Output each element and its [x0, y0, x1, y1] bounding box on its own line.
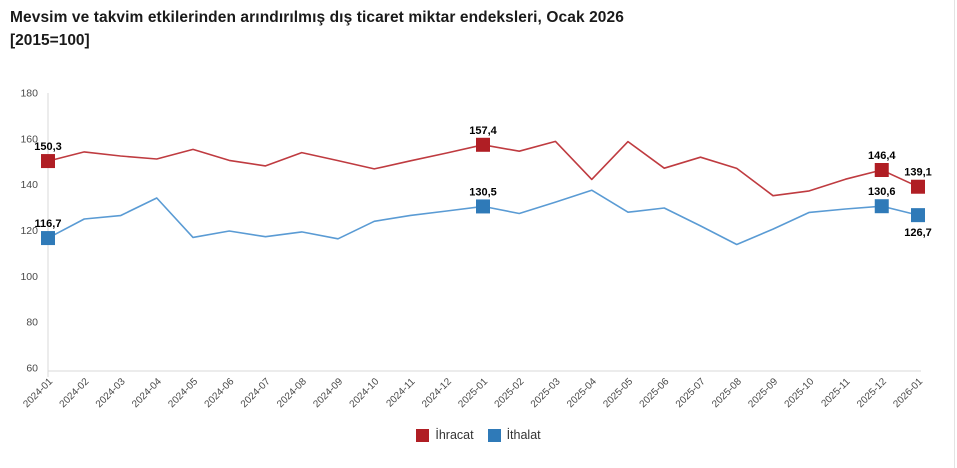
imports-marker — [476, 199, 490, 214]
data-point-label: 150,3 — [34, 141, 62, 153]
y-tick-label: 160 — [20, 133, 38, 145]
x-tick-label: 2024-01 — [21, 376, 55, 410]
imports-legend-label: İthalat — [506, 428, 541, 442]
data-point-label: 157,4 — [469, 125, 497, 137]
exports-marker — [874, 163, 889, 177]
imports-marker — [41, 231, 55, 246]
x-tick-label: 2025-02 — [493, 376, 527, 410]
x-tick-label: 2025-10 — [783, 376, 817, 410]
x-tick-label: 2025-05 — [601, 376, 635, 410]
x-tick-label: 2025-03 — [529, 376, 563, 410]
x-tick-label: 2025-01 — [456, 376, 490, 410]
data-point-label: 130,5 — [469, 186, 497, 198]
exports-legend-swatch — [416, 428, 430, 442]
x-tick-label: 2024-04 — [130, 376, 164, 410]
x-tick-label: 2025-11 — [819, 376, 853, 410]
y-tick-label: 60 — [26, 363, 38, 375]
y-tick-label: 100 — [20, 271, 38, 283]
y-tick-label: 140 — [20, 179, 38, 191]
x-tick-label: 2024-06 — [203, 376, 237, 410]
data-point-label: 130,6 — [868, 186, 896, 198]
x-tick-label: 2024-07 — [239, 376, 273, 410]
x-tick-label: 2024-10 — [348, 376, 382, 410]
data-point-label: 126,7 — [904, 227, 932, 239]
data-point-label: 139,1 — [904, 167, 932, 179]
imports-marker — [911, 208, 925, 223]
legend-item-exports: İhracat — [416, 428, 474, 442]
x-tick-label: 2024-12 — [420, 376, 454, 410]
x-tick-label: 2025-07 — [674, 376, 708, 410]
page-right-edge-divider — [954, 0, 955, 468]
x-tick-label: 2024-05 — [166, 376, 200, 410]
x-tick-label: 2025-12 — [855, 376, 889, 410]
chart-legend: İhracat İthalat — [0, 428, 957, 442]
chart-title-block: Mevsim ve takvim etkilerinden arındırılm… — [10, 6, 910, 52]
chart-title: Mevsim ve takvim etkilerinden arındırılm… — [10, 9, 624, 26]
x-tick-label: 2025-06 — [638, 376, 672, 410]
imports-marker — [874, 199, 889, 214]
data-point-label: 116,7 — [35, 218, 62, 230]
exports-marker — [476, 137, 490, 152]
x-tick-label: 2024-02 — [58, 376, 92, 410]
x-tick-label: 2024-11 — [384, 376, 418, 410]
y-tick-label: 120 — [20, 225, 38, 237]
legend-item-imports: İthalat — [487, 428, 541, 442]
x-tick-label: 2025-08 — [710, 376, 744, 410]
exports-marker — [911, 179, 925, 194]
x-tick-label: 2024-09 — [311, 376, 345, 410]
chart-subtitle: [2015=100] — [10, 32, 90, 50]
imports-legend-swatch — [487, 428, 501, 442]
x-tick-label: 2025-09 — [746, 376, 780, 410]
exports-marker — [41, 154, 55, 169]
exports-legend-label: İhracat — [435, 428, 474, 442]
x-tick-label: 2024-03 — [94, 376, 128, 410]
x-tick-label: 2024-08 — [275, 376, 309, 410]
y-tick-label: 180 — [20, 88, 38, 100]
x-tick-label: 2026-01 — [891, 376, 925, 410]
x-tick-label: 2025-04 — [565, 376, 599, 410]
data-point-label: 146,4 — [868, 150, 896, 162]
y-tick-label: 80 — [26, 317, 38, 329]
